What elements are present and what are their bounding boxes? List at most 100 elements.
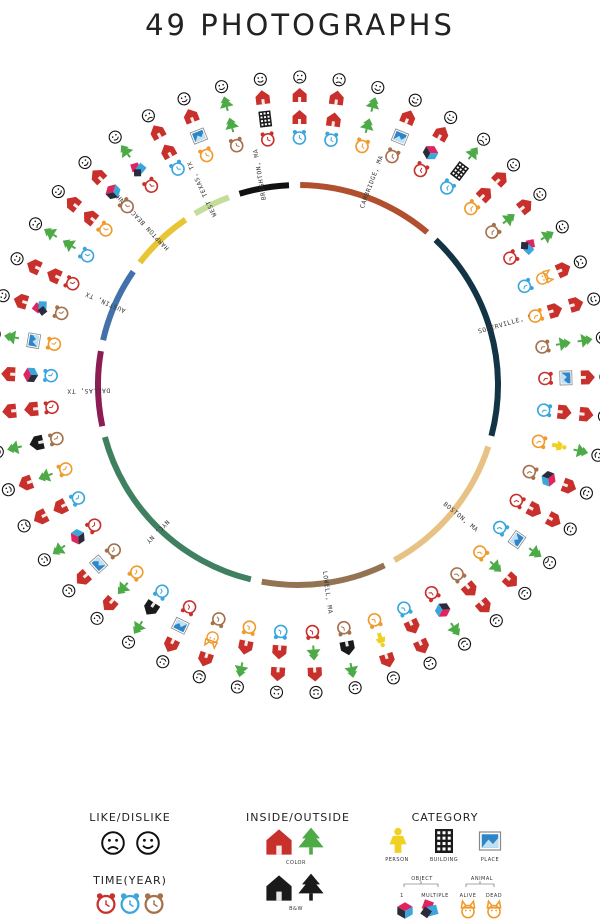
photo-glyph — [444, 110, 458, 125]
animal-alive-icon — [460, 899, 476, 919]
photo-glyph — [142, 176, 159, 194]
photo-glyph — [37, 553, 51, 567]
photo-glyph — [26, 332, 42, 350]
photo-glyph — [533, 187, 547, 201]
inside-bw-house-icon — [266, 875, 292, 901]
photo-glyph — [292, 129, 307, 145]
photo-glyph — [0, 289, 10, 303]
photo-glyph — [337, 620, 352, 637]
photo-glyph — [156, 655, 170, 669]
photo-glyph — [307, 667, 322, 682]
photo-glyph — [573, 255, 587, 269]
legend-color-label: COLOR — [286, 860, 306, 866]
photo-glyph — [1, 483, 15, 497]
photo-glyph — [70, 529, 85, 545]
photo-glyph — [507, 529, 527, 550]
photo-glyph — [580, 370, 595, 385]
photo-glyph — [88, 554, 109, 574]
photo-glyph — [348, 681, 362, 695]
photo-glyph — [17, 519, 31, 533]
photo-glyph — [269, 685, 284, 699]
photo-glyph — [189, 127, 209, 145]
photo-glyph — [595, 331, 600, 345]
photo-glyph — [501, 571, 518, 588]
photo-glyph — [43, 400, 59, 415]
photo-glyph — [587, 292, 600, 306]
object-bracket — [403, 881, 439, 887]
photo-glyph — [66, 196, 83, 213]
photo-glyph — [293, 70, 307, 84]
photo-glyph — [2, 403, 17, 419]
photo-glyph — [488, 559, 502, 572]
photo-glyph — [169, 159, 185, 176]
photo-glyph — [24, 401, 39, 417]
photo-glyph — [127, 565, 144, 582]
photo-glyph — [577, 333, 593, 348]
photo-glyph — [0, 445, 4, 459]
photo-glyph — [544, 511, 561, 528]
photo-glyph — [434, 603, 451, 617]
photo-glyph — [540, 230, 554, 244]
photo-glyph — [255, 90, 271, 105]
photo-glyph — [424, 585, 441, 603]
photo-glyph — [10, 252, 24, 266]
photo-glyph — [538, 371, 554, 386]
photo-glyph — [556, 404, 572, 420]
photo-glyph — [432, 127, 449, 143]
inside-color-house-icon — [266, 829, 292, 855]
photo-glyph — [465, 147, 478, 161]
photo-glyph — [192, 670, 206, 684]
photo-glyph — [485, 222, 502, 239]
photo-glyph — [31, 301, 48, 316]
photo-glyph — [102, 594, 119, 611]
photo-glyph — [475, 187, 492, 204]
photo-glyph — [78, 246, 95, 263]
photo-glyph — [555, 337, 571, 352]
photo-glyph — [153, 584, 169, 601]
photo-glyph — [385, 147, 401, 164]
photo-glyph — [328, 90, 344, 106]
photo-glyph — [371, 80, 385, 95]
building-icon — [435, 829, 453, 853]
photo-glyph — [408, 93, 422, 107]
photo-glyph — [117, 197, 134, 214]
photo-glyph — [551, 440, 567, 451]
photo-glyph — [422, 146, 439, 160]
photo-glyph — [234, 662, 249, 678]
photo-glyph — [53, 498, 70, 515]
photo-glyph — [501, 213, 515, 227]
photo-glyph — [117, 581, 131, 595]
photo-glyph — [180, 600, 197, 617]
legend-object-single-label: 1 — [400, 893, 404, 899]
ring-segment — [300, 182, 430, 235]
photo-glyph — [413, 161, 430, 178]
photo-glyph — [460, 580, 477, 596]
photo-glyph — [85, 518, 102, 535]
photo-glyph — [133, 620, 146, 634]
page-title: 49 PHOTOGRAPHS — [145, 8, 455, 42]
photo-glyph — [292, 88, 307, 103]
photo-glyph — [591, 448, 600, 462]
object-multiple-icon — [420, 899, 439, 919]
photo-glyph — [423, 656, 437, 670]
photo-glyph — [253, 72, 267, 86]
like-face-icon — [136, 831, 160, 855]
photo-glyph — [62, 584, 76, 598]
legend-category-title: CATEGORY — [411, 811, 479, 824]
photo-glyph — [517, 277, 534, 294]
photo-glyph — [339, 640, 355, 656]
photo-glyph — [258, 110, 273, 128]
photo-glyph — [33, 508, 50, 525]
photo-glyph — [260, 131, 275, 147]
photo-glyph — [91, 169, 108, 186]
photo-glyph — [449, 161, 470, 182]
photo-glyph — [13, 293, 30, 310]
photo-glyph — [535, 339, 551, 354]
photo-glyph — [573, 443, 589, 458]
outside-bw-tree-icon — [298, 873, 324, 901]
photo-glyph — [163, 636, 181, 652]
photo-glyph — [198, 650, 214, 667]
photo-glyph — [7, 440, 22, 455]
photo-glyph — [543, 556, 557, 570]
